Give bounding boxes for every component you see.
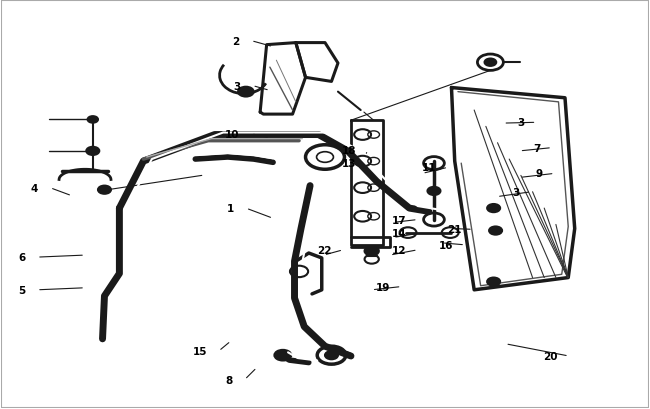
Text: 7: 7 bbox=[533, 143, 540, 153]
Text: 17: 17 bbox=[391, 215, 406, 225]
Text: 21: 21 bbox=[447, 225, 461, 235]
Circle shape bbox=[86, 147, 99, 155]
Text: 10: 10 bbox=[225, 129, 239, 139]
Text: 9: 9 bbox=[536, 169, 543, 179]
Circle shape bbox=[98, 186, 111, 194]
Text: 13: 13 bbox=[342, 159, 356, 169]
Text: 6: 6 bbox=[18, 252, 25, 263]
Text: 11: 11 bbox=[422, 163, 437, 173]
Text: 18: 18 bbox=[342, 146, 356, 156]
Text: 2: 2 bbox=[232, 36, 239, 47]
Circle shape bbox=[325, 351, 338, 360]
Text: 19: 19 bbox=[376, 282, 390, 292]
Circle shape bbox=[238, 88, 254, 97]
Text: 3: 3 bbox=[233, 81, 240, 91]
Circle shape bbox=[484, 59, 496, 67]
Text: 8: 8 bbox=[226, 375, 233, 385]
Text: 3: 3 bbox=[517, 118, 525, 128]
Text: 20: 20 bbox=[543, 351, 557, 361]
Text: 16: 16 bbox=[439, 240, 454, 250]
Text: 22: 22 bbox=[317, 245, 332, 255]
Circle shape bbox=[88, 117, 98, 124]
Text: 5: 5 bbox=[18, 285, 25, 295]
Circle shape bbox=[274, 350, 291, 361]
Text: 3: 3 bbox=[512, 187, 519, 197]
Circle shape bbox=[365, 247, 379, 256]
Text: 4: 4 bbox=[31, 183, 38, 193]
Text: 1: 1 bbox=[227, 204, 234, 213]
Text: 15: 15 bbox=[192, 346, 207, 356]
Circle shape bbox=[428, 187, 441, 196]
Circle shape bbox=[487, 278, 500, 286]
Text: 14: 14 bbox=[391, 229, 406, 239]
Circle shape bbox=[487, 204, 500, 213]
Circle shape bbox=[489, 227, 502, 235]
Text: 12: 12 bbox=[391, 245, 406, 255]
